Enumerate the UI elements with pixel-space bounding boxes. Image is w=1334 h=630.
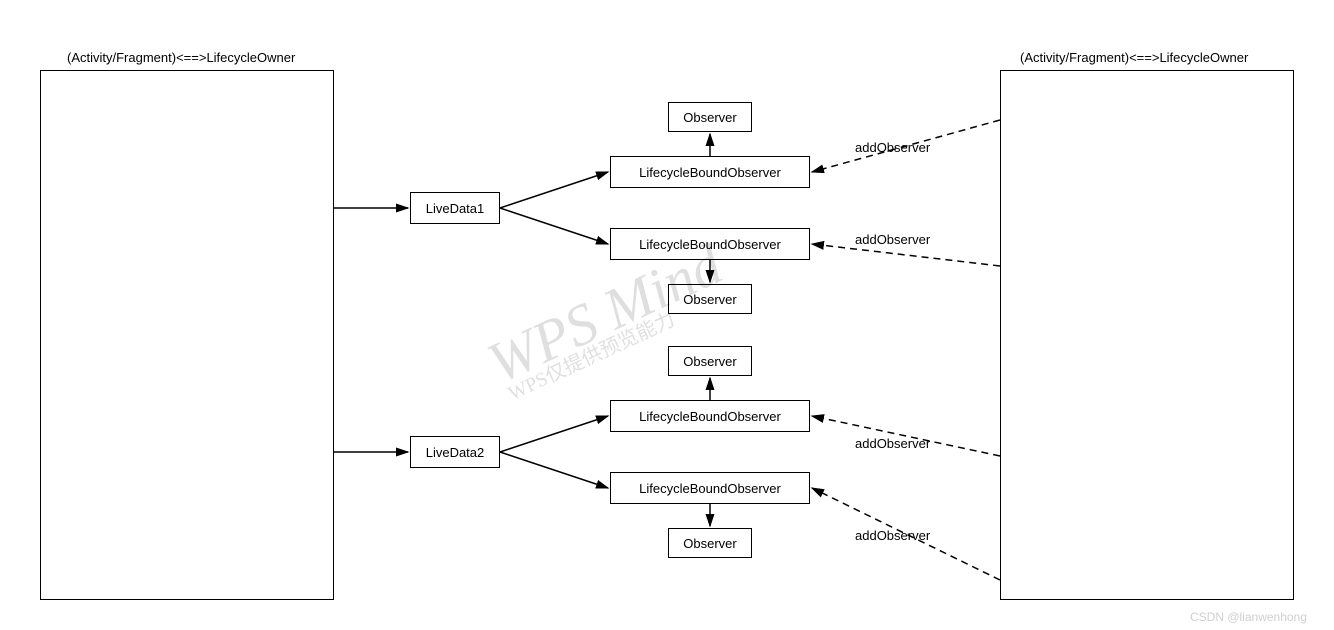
livedata2-node: LiveData2 (410, 436, 500, 468)
lifecycle-owner-left-label: (Activity/Fragment)<==>LifecycleOwner (67, 50, 295, 65)
observer-node-1: Observer (668, 102, 752, 132)
add-observer-label-4: addObserver (855, 528, 930, 543)
csdn-credit: CSDN @lianwenhong (1190, 610, 1307, 624)
watermark-sub: WPS仅提供预览能力 (502, 303, 678, 406)
lifecycle-owner-right-box (1000, 70, 1294, 600)
lifecyclebound-observer-node-3: LifecycleBoundObserver (610, 400, 810, 432)
lifecyclebound-observer-node-1: LifecycleBoundObserver (610, 156, 810, 188)
lifecycle-owner-left-box (40, 70, 334, 600)
lifecycle-owner-right-label: (Activity/Fragment)<==>LifecycleOwner (1020, 50, 1248, 65)
observer-node-4: Observer (668, 528, 752, 558)
add-observer-label-2: addObserver (855, 232, 930, 247)
add-observer-label-1: addObserver (855, 140, 930, 155)
livedata1-node: LiveData1 (410, 192, 500, 224)
lifecyclebound-observer-node-2: LifecycleBoundObserver (610, 228, 810, 260)
add-observer-label-3: addObserver (855, 436, 930, 451)
observer-node-2: Observer (668, 284, 752, 314)
lifecyclebound-observer-node-4: LifecycleBoundObserver (610, 472, 810, 504)
observer-node-3: Observer (668, 346, 752, 376)
